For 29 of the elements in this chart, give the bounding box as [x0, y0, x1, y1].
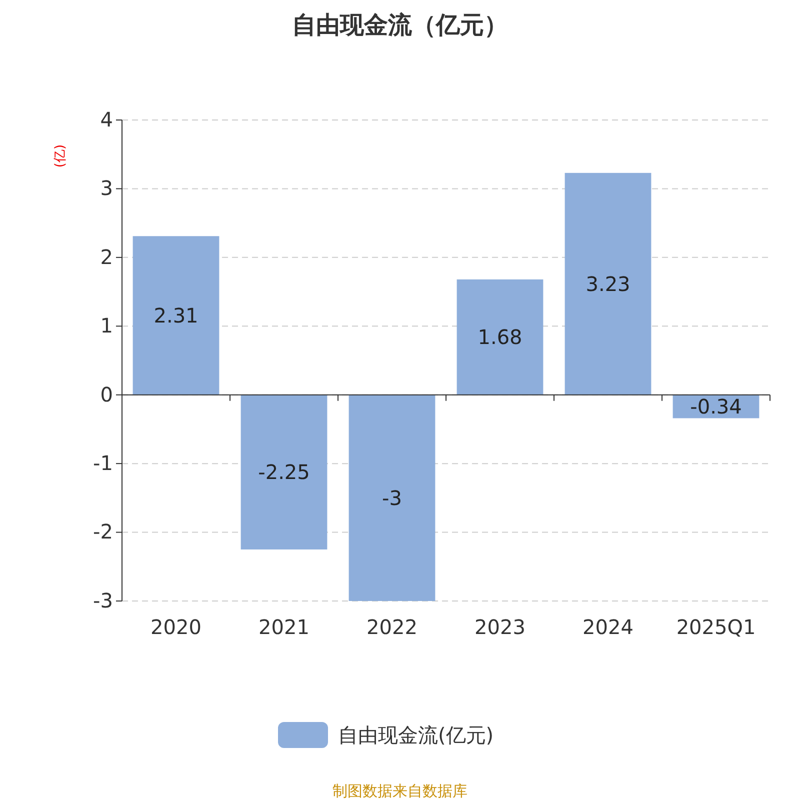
x-tick-label: 2025Q1 [676, 615, 756, 639]
data-label: 1.68 [478, 325, 522, 350]
y-tick-label: 2 [100, 244, 113, 269]
x-tick-label: 2022 [366, 615, 418, 639]
data-label: -0.34 [690, 394, 742, 419]
data-label: -3 [382, 486, 402, 510]
x-tick-label: 2024 [582, 615, 634, 639]
bar [456, 279, 544, 395]
bar [240, 394, 328, 550]
chart-title: 自由现金流（亿元） [292, 11, 508, 39]
data-label: 2.31 [154, 303, 198, 328]
x-tick-label: 2021 [258, 615, 310, 639]
data-label: -2.25 [258, 460, 310, 484]
y-tick-label: -2 [93, 520, 113, 544]
y-tick-label: 3 [100, 176, 113, 200]
legend-label: 自由现金流(亿元) [338, 723, 494, 747]
bar [564, 172, 652, 395]
y-tick-label: -3 [93, 588, 113, 612]
data-label: 3.23 [586, 272, 630, 296]
bar [348, 394, 436, 601]
text: 制图数据来自数据库 [332, 782, 468, 800]
bar [132, 236, 220, 395]
y-tick-label: 4 [100, 107, 113, 132]
x-tick-label: 2020 [150, 615, 202, 639]
y-tick-label: 1 [100, 314, 113, 338]
y-tick-label: 0 [100, 382, 113, 406]
y-axis-title: (亿) [53, 144, 68, 168]
x-tick-label: 2023 [474, 615, 526, 639]
y-tick-label: -1 [93, 450, 113, 475]
